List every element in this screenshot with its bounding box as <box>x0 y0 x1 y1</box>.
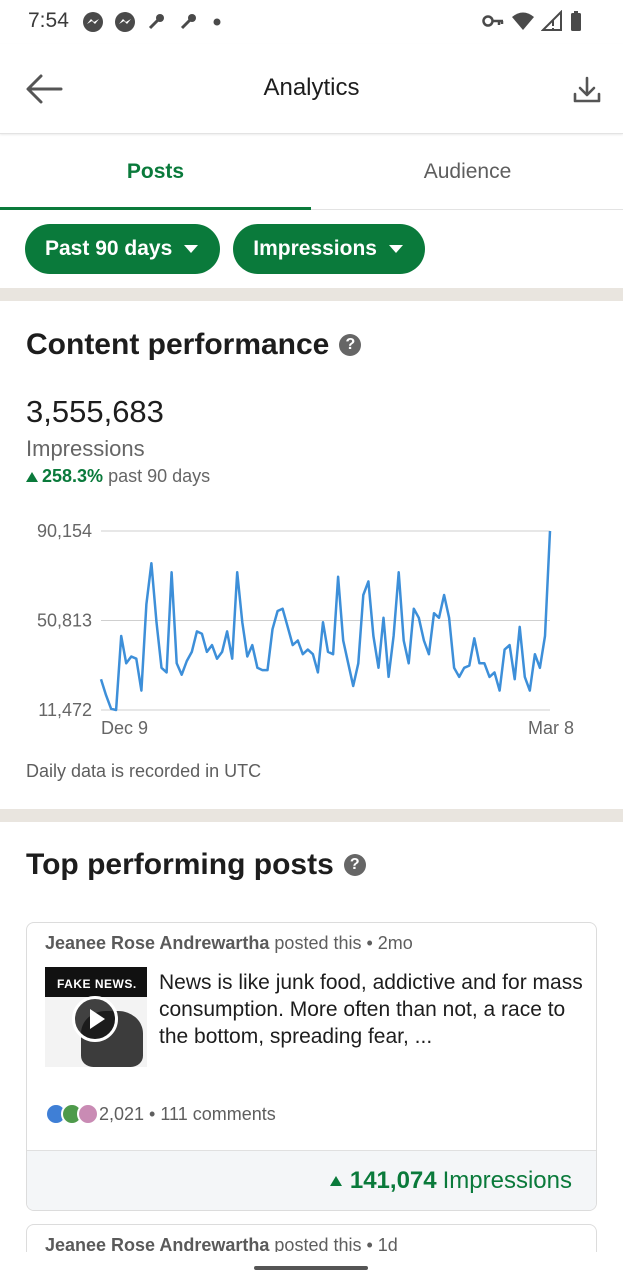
total-impressions: 3,555,683 <box>26 394 164 429</box>
arrow-left-icon <box>26 74 63 104</box>
post-text: News is like junk food, addictive and fo… <box>159 971 583 1048</box>
messenger-icon <box>83 12 103 32</box>
caret-down-icon <box>388 245 403 253</box>
post-meta: posted this • 2mo <box>269 933 413 953</box>
post-impressions-label: Impressions <box>442 1166 572 1194</box>
notification-icons <box>82 11 224 33</box>
impressions-series-line <box>99 530 552 712</box>
back-button[interactable] <box>24 72 64 106</box>
tab-audience[interactable]: Audience <box>423 160 512 183</box>
wrench-icon <box>180 14 196 30</box>
impressions-line-chart: 90,154 50,813 11,472 Dec 9 Mar 8 <box>37 521 574 738</box>
tab-posts[interactable]: Posts <box>0 134 311 210</box>
change-percent: 258.3% <box>42 466 104 486</box>
dot-icon <box>213 18 221 26</box>
status-time: 7:54 <box>28 9 69 32</box>
post-thumbnail[interactable]: FAKE NEWS. <box>45 967 147 1067</box>
help-icon[interactable]: ? <box>343 854 366 876</box>
tab-bar: Posts Audience <box>0 134 623 210</box>
utc-note: Daily data is recorded in UTC <box>26 761 262 781</box>
metric-name: Impressions <box>26 436 145 461</box>
date-range-label: Past 90 days <box>45 237 173 260</box>
reaction-count: 2,021 <box>99 1103 145 1124</box>
comment-count: 111 comments <box>160 1103 276 1124</box>
status-bar: 7:54 <box>0 0 623 44</box>
post-impressions-row[interactable]: 141,074 Impressions <box>27 1150 596 1210</box>
wifi-icon <box>512 12 534 30</box>
reactions-row[interactable]: 2,021 • 111 comments <box>45 1103 276 1125</box>
post-author-line: Jeanee Rose Andrewartha posted this • 1d <box>45 1235 398 1256</box>
download-button[interactable] <box>571 74 603 106</box>
post-meta: posted this • 1d <box>269 1235 398 1255</box>
battery-icon <box>571 11 581 31</box>
app-bar: Analytics <box>0 44 623 134</box>
post-author-name: Jeanee Rose Andrewartha <box>45 1235 270 1255</box>
y-tick-label: 11,472 <box>38 700 92 720</box>
x-tick-label: Mar 8 <box>528 718 574 738</box>
signal-icon <box>541 10 562 31</box>
wrench-icon <box>148 14 164 30</box>
top-posts-title: Top performing posts <box>26 848 334 881</box>
content-performance-title: Content performance <box>26 328 330 361</box>
help-icon[interactable]: ? <box>339 334 362 356</box>
y-tick-label: 90,154 <box>37 521 92 541</box>
y-tick-label: 50,813 <box>37 611 92 631</box>
vpn-key-icon <box>482 15 504 27</box>
messenger-icon <box>115 12 135 32</box>
section-divider <box>0 288 623 301</box>
play-icon[interactable] <box>72 996 118 1042</box>
system-icons <box>481 10 583 32</box>
download-icon <box>573 76 601 103</box>
post-impressions-value: 141,074 <box>349 1166 437 1194</box>
top-posts-heading: Top performing posts ? <box>26 848 366 882</box>
love-reaction-icon <box>77 1103 99 1125</box>
up-arrow-icon <box>329 1175 342 1186</box>
metric-filter[interactable]: Impressions <box>233 224 425 274</box>
content-performance-heading: Content performance ? <box>26 328 362 362</box>
change-indicator: 258.3% past 90 days <box>26 466 210 487</box>
date-range-filter[interactable]: Past 90 days <box>25 224 221 274</box>
post-author-line: Jeanee Rose Andrewartha posted this • 2m… <box>45 933 413 954</box>
separator-dot: • <box>144 1103 161 1124</box>
post-card[interactable]: Jeanee Rose Andrewartha posted this • 2m… <box>26 922 597 1211</box>
caret-down-icon <box>184 245 199 253</box>
thumbnail-caption: FAKE NEWS. <box>57 977 137 991</box>
section-divider <box>0 809 623 822</box>
up-arrow-icon <box>26 471 38 482</box>
reaction-icons <box>45 1103 99 1125</box>
filter-row: Past 90 days Impressions <box>25 224 425 274</box>
thumbnail-banner <box>45 967 147 997</box>
post-author-name: Jeanee Rose Andrewartha <box>45 933 270 953</box>
x-tick-label: Dec 9 <box>101 718 148 738</box>
page-title: Analytics <box>263 74 360 101</box>
metric-label: Impressions <box>253 237 377 260</box>
change-period: past 90 days <box>108 466 211 486</box>
home-indicator[interactable] <box>254 1266 368 1270</box>
